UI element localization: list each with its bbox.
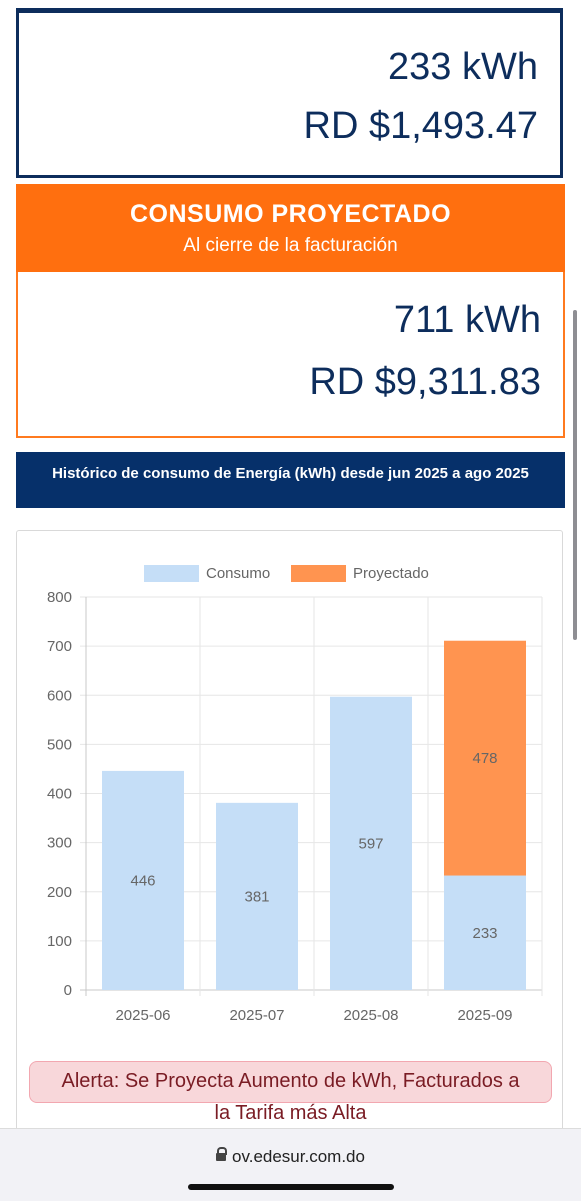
y-tick-label: 0 [64, 982, 72, 999]
browser-address-bar[interactable]: ov.edesur.com.do [0, 1128, 581, 1201]
scrollbar[interactable] [573, 310, 577, 640]
legend-label-proyectado: Proyectado [353, 565, 429, 582]
current-kwh: 233 kWh [388, 46, 538, 88]
y-tick-label: 700 [47, 638, 72, 655]
alert-text-line1: Alerta: Se Proyecta Aumento de kWh, Fact… [61, 1070, 520, 1092]
y-tick-label: 100 [47, 933, 72, 950]
y-tick-label: 200 [47, 884, 72, 901]
projected-header: CONSUMO PROYECTADO Al cierre de la factu… [16, 184, 565, 272]
x-tick-label: 2025-08 [343, 1007, 398, 1024]
x-tick-label: 2025-06 [115, 1007, 170, 1024]
history-header: Histórico de consumo de Energía (kWh) de… [16, 452, 565, 508]
legend-swatch-proyectado [291, 565, 346, 582]
bar-data-label: 478 [472, 750, 497, 767]
y-tick-label: 300 [47, 835, 72, 852]
bar-data-label: 381 [244, 888, 269, 905]
bar-proyectado [444, 640, 526, 876]
projected-title: CONSUMO PROYECTADO [129, 200, 452, 228]
projected-consumption-card: 711 kWh RD $9,311.83 [16, 272, 565, 438]
x-tick-label: 2025-09 [457, 1007, 512, 1024]
y-tick-label: 600 [47, 687, 72, 704]
home-indicator[interactable] [188, 1184, 394, 1190]
y-tick-label: 400 [47, 786, 72, 803]
alert-text-line2: la Tarifa más Alta [214, 1102, 367, 1124]
projected-amount: RD $9,311.83 [309, 361, 541, 403]
y-tick-label: 800 [47, 589, 72, 606]
url-display[interactable]: ov.edesur.com.do [0, 1146, 581, 1167]
alert-banner: Alerta: Se Proyecta Aumento de kWh, Fact… [29, 1061, 552, 1103]
legend-label-consumo: Consumo [206, 565, 271, 582]
current-consumption-card: 233 kWh RD $1,493.47 [16, 8, 563, 178]
x-tick-label: 2025-07 [229, 1007, 284, 1024]
projected-kwh: 711 kWh [393, 299, 541, 341]
bar-data-label: 597 [358, 835, 383, 852]
bar-consumo [444, 875, 526, 990]
current-amount: RD $1,493.47 [303, 105, 539, 147]
bar-consumo [102, 770, 184, 990]
bar-data-label: 446 [130, 872, 155, 889]
lock-icon [216, 1146, 228, 1161]
bar-data-label: 233 [472, 925, 497, 942]
url-text: ov.edesur.com.do [232, 1147, 365, 1166]
projected-subtitle: Al cierre de la facturación [183, 235, 398, 256]
y-tick-label: 500 [47, 736, 72, 753]
bar-consumo [330, 696, 412, 990]
legend-swatch-consumo [144, 565, 199, 582]
bar-consumo [216, 802, 298, 990]
